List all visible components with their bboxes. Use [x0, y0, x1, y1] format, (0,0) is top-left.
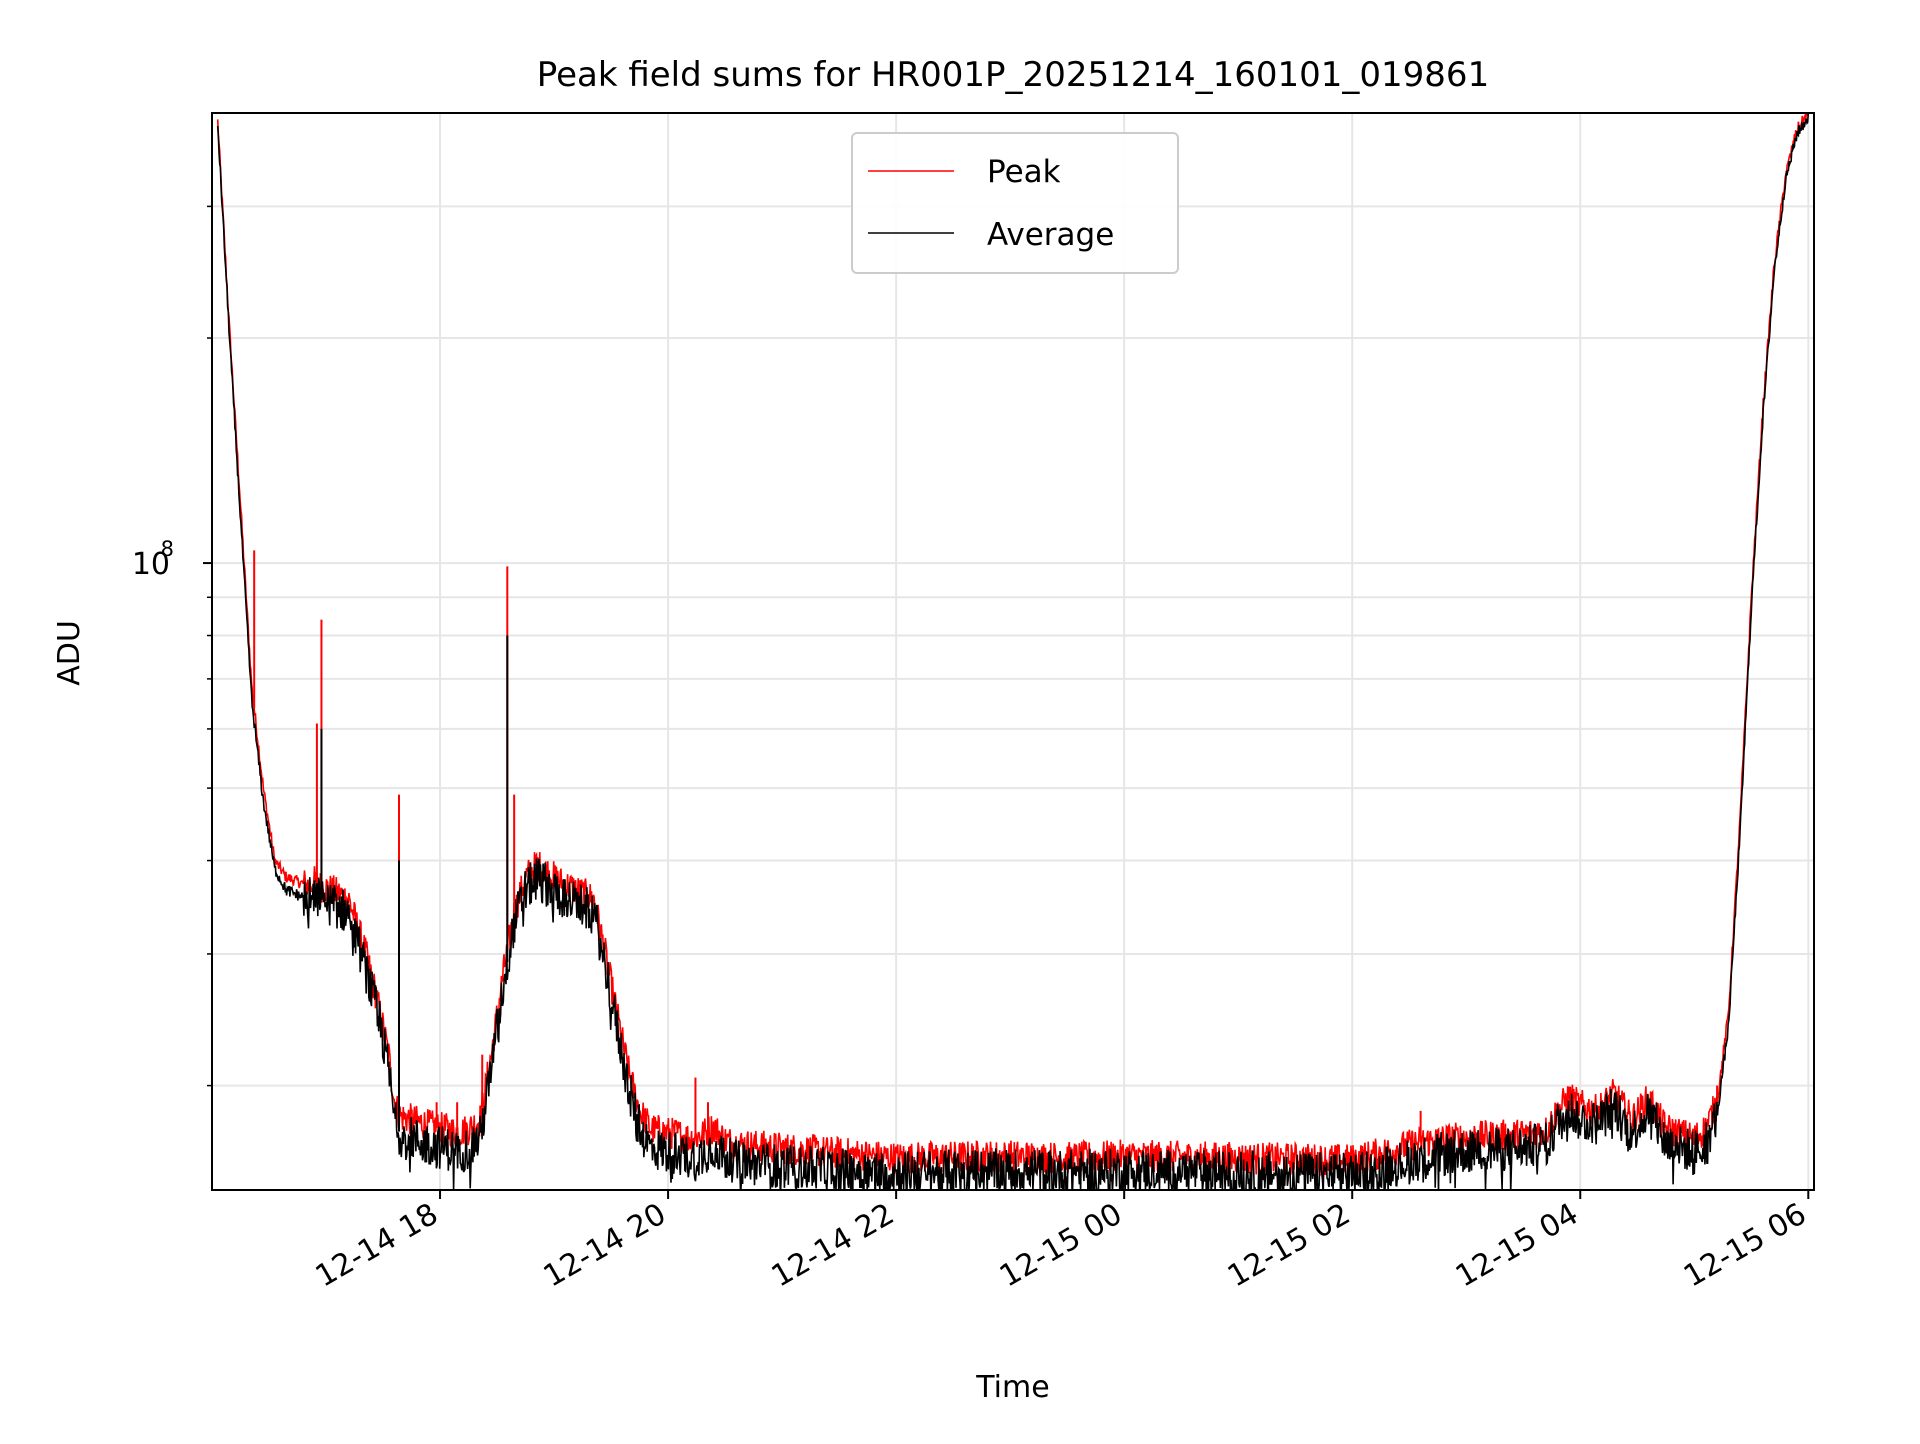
y-tick-label: 10 [132, 547, 170, 582]
x-tick-label: 12-15 00 [994, 1197, 1128, 1295]
x-tick-label: 12-15 02 [1222, 1197, 1356, 1295]
grid-layer [212, 113, 1814, 1190]
x-tick-label: 12-15 04 [1450, 1197, 1584, 1295]
y-axis-label: ADU [52, 620, 87, 686]
legend-box [851, 132, 1179, 274]
x-axis-label: Time [975, 1370, 1049, 1405]
x-tick-label: 12-14 22 [766, 1197, 900, 1295]
plot-frame [211, 112, 1815, 1191]
legend-average-label: Average [987, 217, 1114, 253]
series-line-average [216, 113, 1810, 1190]
series-layer [216, 113, 1810, 1190]
x-tick-label: 12-14 20 [538, 1197, 672, 1295]
y-tick-label-exponent: 8 [161, 537, 174, 561]
x-tick-label: 12-14 18 [310, 1197, 444, 1295]
chart-title: Peak field sums for HR001P_20251214_1601… [537, 55, 1489, 95]
tick-layer: 12-14 18 12-14 20 12-14 22 12-15 00 12-15 02… [132, 205, 1812, 1295]
x-tick-label: 12-15 06 [1678, 1197, 1812, 1295]
legend-peak-label: Peak [987, 154, 1061, 190]
legend: Peak Average [851, 132, 1179, 274]
